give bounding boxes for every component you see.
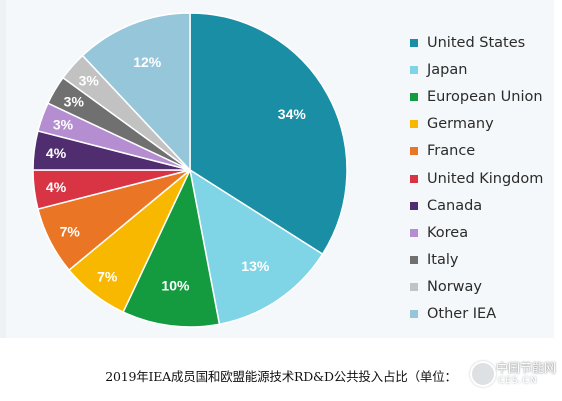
slice-label-norway: 3% — [79, 73, 100, 89]
pie-slice-united-states — [189, 12, 348, 256]
legend-swatch — [410, 256, 418, 265]
legend-label: United Kingdom — [427, 170, 544, 187]
legend-swatch — [410, 120, 418, 129]
legend-item-italy: Italy — [404, 247, 552, 274]
legend-swatch — [410, 283, 418, 292]
legend-item-canada: Canada — [404, 192, 552, 219]
legend-swatch — [410, 228, 418, 237]
legend-item-united-states: United States — [404, 29, 552, 56]
watermark-logo-icon — [470, 361, 496, 387]
pie-chart: 34% 13% 10% 7% 7% 4% 4% 3% 3% 3% 12% — [32, 12, 348, 328]
legend-label: United States — [427, 34, 526, 51]
slice-label-united-kingdom: 4% — [46, 179, 67, 195]
panel-edge — [0, 0, 6, 338]
legend-label: European Union — [427, 88, 543, 105]
legend-swatch — [410, 147, 418, 156]
watermark: 中国节能网 CES.CN — [470, 355, 562, 395]
slice-label-other-iea: 12% — [133, 54, 162, 70]
slice-label-european-union: 10% — [161, 277, 190, 293]
slice-label-korea: 3% — [53, 116, 74, 132]
slice-label-italy: 3% — [64, 93, 85, 109]
legend-swatch — [410, 92, 418, 101]
legend-label: Japan — [427, 61, 468, 78]
watermark-url: CES.CN — [498, 376, 538, 386]
legend-label: Korea — [427, 224, 469, 241]
chart-legend: United States Japan European Union Germany F… — [404, 29, 552, 328]
legend-item-norway: Norway — [404, 274, 552, 301]
chart-caption: 2019年IEA成员国和欧盟能源技术RD&D公共投入占比（单位： — [105, 369, 457, 384]
legend-swatch — [410, 310, 418, 319]
legend-item-germany: Germany — [404, 111, 552, 138]
legend-label: France — [427, 143, 476, 160]
legend-label: Italy — [427, 252, 459, 269]
legend-item-european-union: European Union — [404, 83, 552, 110]
legend-item-france: France — [404, 138, 552, 165]
legend-label: Other IEA — [427, 306, 497, 323]
pie-slice-other-iea — [81, 12, 191, 172]
legend-swatch — [410, 201, 418, 210]
legend-label: Norway — [427, 279, 483, 296]
legend-swatch — [410, 38, 418, 47]
slice-label-united-states: 34% — [278, 106, 307, 122]
watermark-name: 中国节能网 — [496, 361, 557, 375]
pie-slice-european-union — [122, 167, 221, 328]
legend-item-united-kingdom: United Kingdom — [404, 165, 552, 192]
legend-label: Germany — [427, 116, 494, 133]
legend-item-korea: Korea — [404, 219, 552, 246]
pie-slice-japan — [188, 168, 324, 326]
legend-item-japan: Japan — [404, 56, 552, 83]
legend-swatch — [410, 65, 418, 74]
slice-label-canada: 4% — [46, 145, 67, 161]
slice-label-germany: 7% — [97, 269, 118, 285]
legend-swatch — [410, 174, 418, 183]
slice-label-france: 7% — [60, 223, 81, 239]
legend-item-other-iea: Other IEA — [404, 301, 552, 328]
legend-label: Canada — [427, 197, 483, 214]
slice-label-japan: 13% — [241, 258, 270, 274]
